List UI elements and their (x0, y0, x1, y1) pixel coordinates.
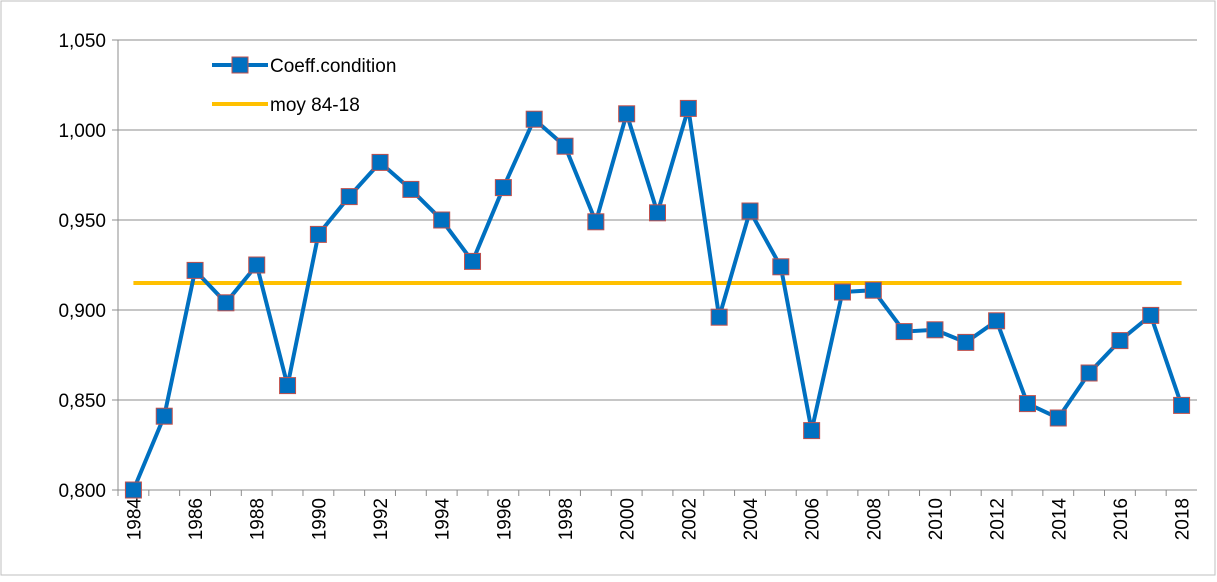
x-tick-label: 2002 (679, 498, 700, 540)
data-point (833, 283, 851, 301)
data-point (926, 321, 944, 339)
data-point (649, 204, 666, 222)
data-point (309, 225, 327, 243)
x-tick-label: 2006 (803, 498, 824, 540)
data-point (988, 312, 1006, 330)
legend-label: moy 84-18 (270, 95, 360, 116)
legend-marker (231, 56, 249, 74)
data-point (433, 211, 451, 229)
x-tick-label: 2016 (1111, 498, 1132, 540)
data-point (186, 261, 204, 279)
data-point (1080, 364, 1098, 382)
data-point (864, 281, 882, 299)
y-tick-label: 1,050 (58, 31, 106, 52)
data-point (1173, 396, 1191, 414)
x-tick-label: 1986 (186, 498, 207, 540)
data-point (248, 256, 266, 274)
data-point (803, 422, 821, 440)
x-tick-label: 2004 (741, 498, 762, 541)
data-point (1142, 306, 1160, 324)
data-point (895, 323, 913, 341)
x-tick-label: 2014 (1049, 498, 1070, 541)
data-point (587, 213, 605, 231)
x-tick-label: 1984 (124, 498, 145, 541)
legend-label: Coeff.condition (270, 56, 396, 77)
x-tick-label: 1998 (556, 498, 577, 540)
data-point (494, 179, 512, 197)
x-tick-label: 1994 (433, 498, 454, 541)
data-point (402, 180, 420, 198)
x-tick-label: 2018 (1173, 498, 1194, 540)
y-tick-label: 1,000 (58, 121, 106, 142)
x-tick-label: 1990 (309, 498, 330, 540)
x-tick-label: 1992 (371, 498, 392, 540)
data-point (1111, 332, 1129, 350)
y-tick-label: 0,900 (58, 301, 106, 322)
data-point (525, 110, 543, 128)
data-point (618, 105, 636, 123)
x-tick-label: 2012 (988, 498, 1009, 540)
data-point (556, 137, 574, 155)
y-tick-label: 0,800 (58, 481, 106, 502)
data-point (772, 258, 790, 276)
x-tick-label: 1988 (248, 498, 269, 540)
x-tick-label: 2000 (618, 498, 639, 540)
data-point (957, 333, 975, 351)
x-tick-label: 1996 (494, 498, 515, 540)
data-point (371, 153, 389, 171)
data-point (340, 188, 358, 206)
data-point (217, 294, 235, 312)
y-tick-label: 0,850 (58, 391, 106, 412)
data-point (1049, 409, 1067, 427)
x-tick-label: 2008 (864, 498, 885, 540)
data-point (124, 481, 142, 499)
data-point (710, 308, 728, 326)
x-tick-label: 2010 (926, 498, 947, 540)
data-point (279, 377, 297, 395)
data-point (155, 407, 173, 425)
data-point (1018, 395, 1036, 413)
y-tick-label: 0,950 (58, 211, 106, 232)
data-point (741, 202, 759, 220)
data-point (464, 252, 482, 270)
data-point (679, 99, 697, 117)
